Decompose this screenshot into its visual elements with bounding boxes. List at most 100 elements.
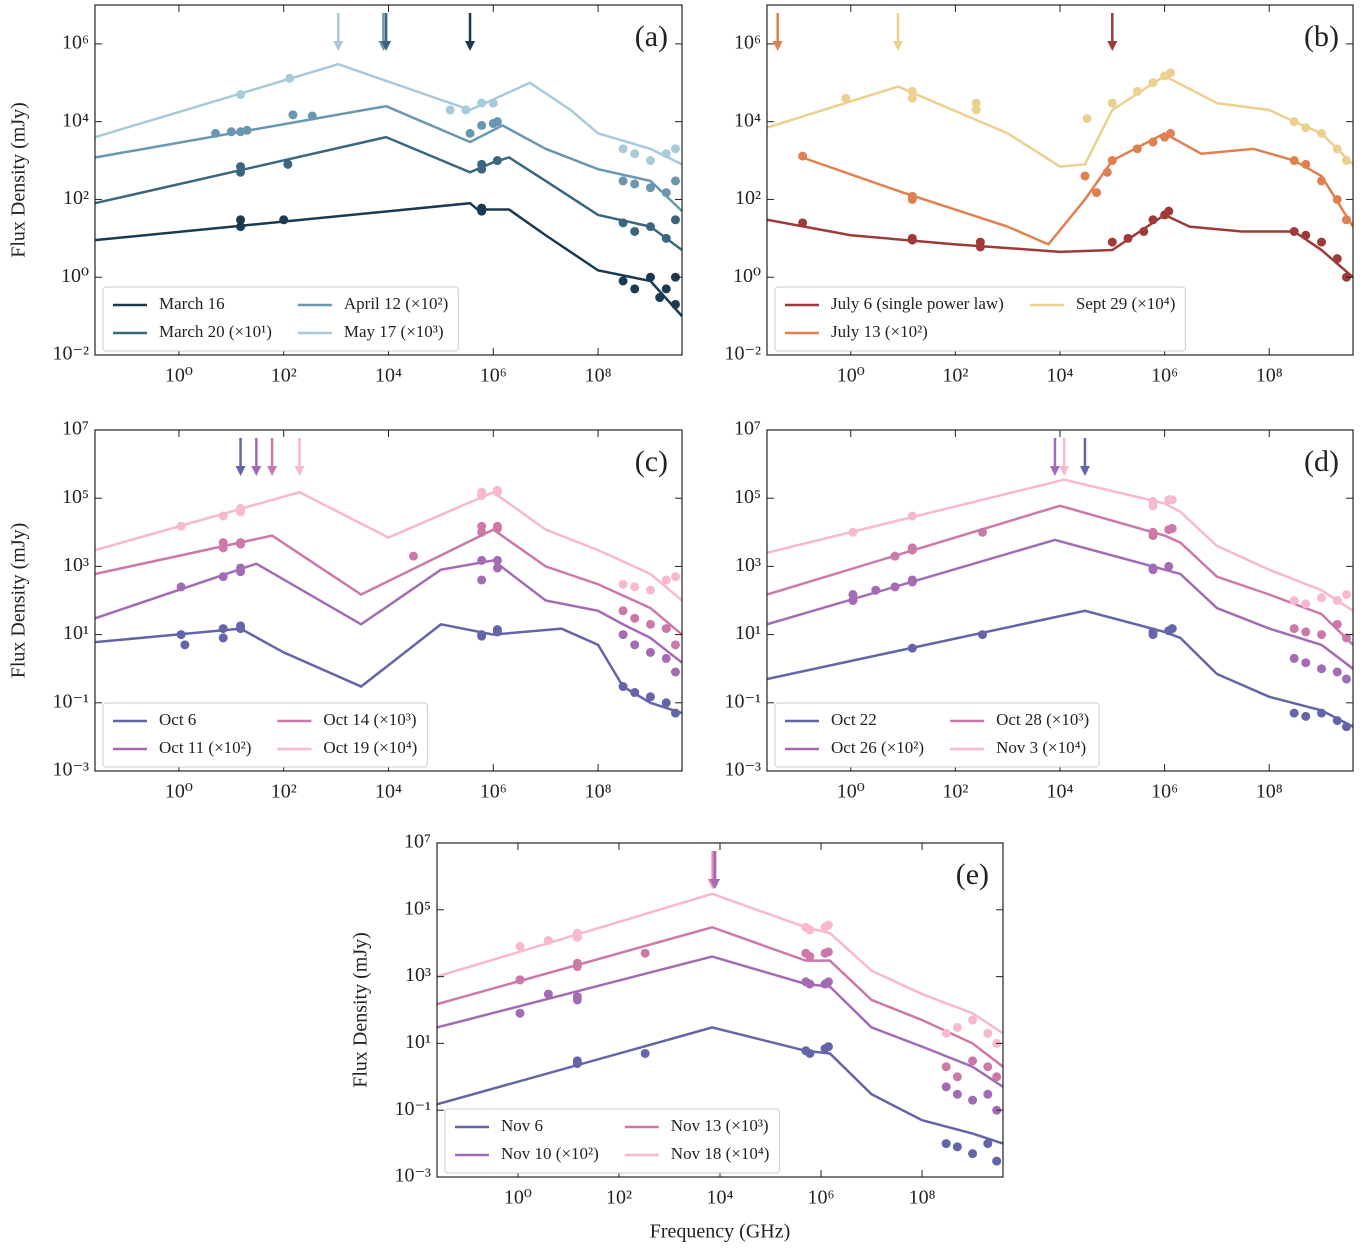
data-point (975, 242, 985, 252)
data-point (645, 272, 655, 282)
arrow-head (1049, 466, 1060, 476)
data-point (983, 1089, 993, 1099)
data-point (618, 276, 628, 286)
plot-area (767, 478, 1353, 732)
data-point (1341, 674, 1351, 684)
legend-label: May 17 (×10³) (344, 322, 444, 341)
data-point (236, 222, 246, 232)
data-point (952, 1089, 962, 1099)
model-line (437, 955, 1003, 1088)
legend-box (774, 702, 1100, 768)
x-tick-label: 10⁴ (375, 365, 402, 387)
x-tick-label: 10² (942, 781, 968, 803)
data-point (445, 105, 455, 115)
data-point (1289, 596, 1299, 605)
arrow-head (381, 41, 392, 51)
y-tick-label: 10² (63, 187, 89, 209)
y-tick-label: 10¹ (735, 622, 761, 644)
data-point (218, 624, 228, 634)
data-point (477, 120, 487, 130)
data-point (285, 73, 295, 83)
x-tick-label: 10⁰ (837, 365, 865, 387)
data-point (1123, 233, 1133, 243)
data-point (823, 920, 833, 930)
model-line (767, 538, 1353, 670)
data-point (941, 1028, 951, 1038)
data-point (1317, 708, 1327, 718)
data-point (848, 596, 858, 605)
data-point (661, 698, 671, 708)
plot-area (95, 485, 682, 718)
data-point (1164, 561, 1174, 571)
legend: Nov 6 Nov 10 (×10²) Nov 13 (×10³) Nov 18 (×… (444, 1108, 780, 1174)
x-tick-label: 10⁰ (837, 781, 865, 803)
data-point (907, 86, 917, 96)
data-point (1301, 711, 1311, 721)
data-point (236, 503, 246, 513)
data-point (907, 577, 917, 587)
data-point (670, 572, 680, 582)
legend-label: Oct 22 (831, 710, 877, 729)
y-tick-label: 10⁷ (734, 418, 761, 440)
legend-box (102, 286, 459, 352)
data-point (492, 485, 502, 495)
model-line (767, 504, 1353, 646)
data-point (1289, 708, 1299, 718)
data-point (1332, 716, 1342, 726)
data-point (492, 555, 502, 565)
data-point (1317, 664, 1327, 674)
legend-label: March 20 (×10¹) (159, 322, 272, 341)
data-point (907, 233, 917, 243)
arrow-head (772, 41, 783, 51)
legend-label: July 13 (×10²) (831, 322, 928, 341)
x-tick-label: 10⁸ (585, 365, 612, 387)
x-tick-label: 10² (942, 365, 968, 387)
data-point (236, 621, 246, 631)
data-point (1341, 589, 1351, 599)
arrow-head (1079, 466, 1090, 476)
data-point (1289, 624, 1299, 634)
data-point (871, 585, 881, 595)
data-point (983, 1139, 993, 1149)
data-point (670, 667, 680, 677)
legend-box (444, 1108, 780, 1174)
x-tick-label: 10⁸ (1256, 365, 1283, 387)
legend-label: Sept 29 (×10⁴) (1076, 294, 1176, 313)
y-tick-label: 10⁵ (404, 897, 431, 919)
legend-box (774, 286, 1186, 352)
data-point (492, 563, 502, 573)
data-point (968, 1149, 978, 1159)
data-point (1102, 167, 1112, 177)
y-tick-label: 10⁻¹ (394, 1098, 431, 1120)
data-point (279, 215, 289, 225)
arrow-head (1107, 41, 1118, 51)
model-line (95, 528, 682, 636)
y-tick-label: 10⁻³ (724, 759, 761, 781)
y-tick-label: 10⁶ (62, 31, 89, 53)
data-point (1332, 667, 1342, 677)
data-point (1092, 188, 1102, 198)
data-point (283, 159, 293, 169)
data-point (236, 215, 246, 225)
data-point (1148, 565, 1158, 575)
x-tick-label: 10⁶ (480, 781, 507, 803)
data-point (1332, 596, 1342, 605)
y-tick-label: 10⁵ (62, 486, 89, 508)
legend-label: Nov 3 (×10⁴) (996, 738, 1086, 757)
data-point (670, 299, 680, 309)
data-point (661, 624, 671, 634)
data-point (1341, 722, 1351, 732)
data-point (1301, 658, 1311, 668)
data-point (211, 128, 221, 138)
x-tick-label: 10⁶ (808, 1187, 835, 1209)
x-tick-label: 10⁰ (165, 781, 193, 803)
data-point (1082, 114, 1092, 124)
data-point (572, 928, 582, 938)
model-line (95, 559, 682, 664)
data-point (907, 543, 917, 553)
y-tick-label: 10⁷ (404, 831, 431, 853)
data-point (941, 1082, 951, 1092)
y-tick-label: 10⁴ (62, 109, 89, 131)
data-point (661, 284, 671, 294)
